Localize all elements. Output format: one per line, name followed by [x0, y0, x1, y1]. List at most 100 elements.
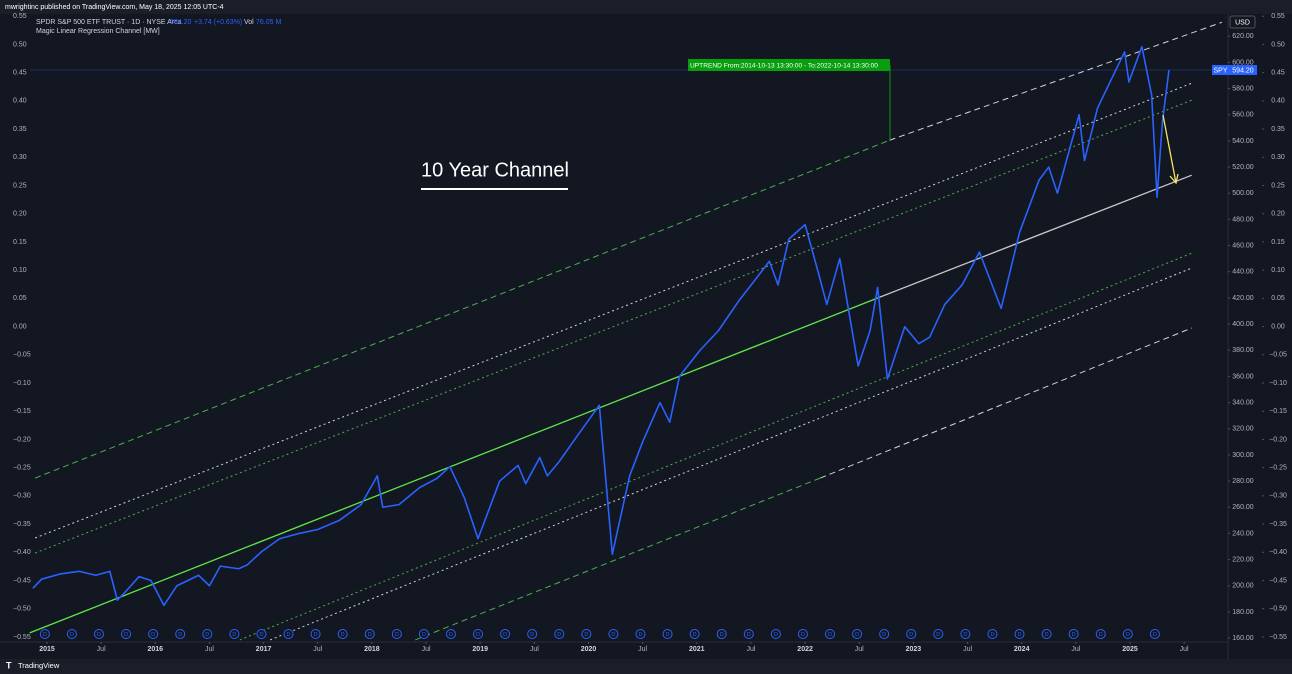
y2-tick-label-left: 0.15	[13, 239, 27, 246]
dividend-label: D	[449, 632, 453, 638]
x-tick-label: Jul	[963, 646, 972, 653]
uptrend-box	[688, 59, 890, 71]
y-tick-label: 220.00	[1232, 556, 1254, 563]
currency[interactable]: USD	[1235, 19, 1250, 26]
x-tick-label: 2025	[1122, 646, 1138, 653]
channel-line	[415, 477, 821, 641]
dividend-marker	[554, 629, 565, 639]
dividend-label: D	[1018, 632, 1022, 638]
y2-tick-label: −0.20	[1269, 436, 1287, 443]
dividend-label: D	[43, 632, 47, 638]
symbol-tag: SPY	[1213, 67, 1227, 74]
symbol: SPDR S&P 500 ETF TRUST · 1D · NYSE Arca	[36, 19, 182, 26]
channel-line	[29, 296, 881, 634]
y2-tick-label: 0.00	[1271, 323, 1285, 330]
dividend-marker	[202, 629, 213, 639]
y-tick-label: 380.00	[1232, 347, 1254, 354]
y-tick-label: 340.00	[1232, 399, 1254, 406]
y2-tick-label-left: 0.20	[13, 211, 27, 218]
x-tick-label: Jul	[205, 646, 214, 653]
dividend-label: D	[1099, 632, 1103, 638]
dividend-label: D	[341, 632, 345, 638]
dividend-label: D	[178, 632, 182, 638]
y-tick-label: 180.00	[1232, 609, 1254, 616]
dividend-label: D	[666, 632, 670, 638]
x-tick-label: Jul	[313, 646, 322, 653]
symbol-tag-box	[1212, 64, 1229, 75]
y2-tick-label: −0.50	[1269, 606, 1287, 613]
annotation-title: 10 Year Channel	[421, 159, 569, 181]
x-tick-label: 2019	[472, 646, 488, 653]
dividend-marker	[797, 629, 808, 639]
dividend-marker	[581, 629, 592, 639]
dividend-label: D	[882, 632, 886, 638]
price-tag-box	[1229, 64, 1257, 75]
x-tick-label: Jul	[1180, 646, 1189, 653]
y-tick-label: 320.00	[1232, 426, 1254, 433]
dividend-marker	[662, 629, 673, 639]
y-tick-label: 240.00	[1232, 530, 1254, 537]
y-tick-label: 360.00	[1232, 373, 1254, 380]
channel-line	[269, 267, 1192, 641]
y-tick-label: 260.00	[1232, 504, 1254, 511]
dividend-label: D	[503, 632, 507, 638]
dividend-marker	[770, 629, 781, 639]
y2-tick-label: 0.05	[1271, 295, 1285, 302]
indicator: Magic Linear Regression Channel [MW]	[36, 28, 160, 35]
dividend-label: D	[232, 632, 236, 638]
dividend-marker	[364, 629, 375, 639]
x-tick-label: 2015	[39, 646, 55, 653]
y2-tick-label: −0.15	[1269, 408, 1287, 415]
y2-tick-label-left: 0.45	[13, 70, 27, 77]
y2-tick-label-left: −0.50	[13, 606, 31, 613]
arrow-shaft	[1162, 114, 1177, 184]
y-tick-label: 480.00	[1232, 216, 1254, 223]
x-tick-label: Jul	[530, 646, 539, 653]
currency-box[interactable]	[1229, 15, 1256, 29]
x-tick-label: 2018	[364, 646, 380, 653]
dividend-marker	[310, 629, 321, 639]
x-tick-label: 2023	[906, 646, 922, 653]
plot	[29, 21, 1228, 641]
dividend-marker	[716, 629, 727, 639]
dividend-marker	[608, 629, 619, 639]
dividend-label: D	[909, 632, 913, 638]
dividend-marker	[635, 629, 646, 639]
dividend-marker	[1041, 629, 1052, 639]
y-tick-label: 540.00	[1232, 138, 1254, 145]
y2-tick-label-left: −0.40	[13, 549, 31, 556]
y2-tick-label: 0.35	[1271, 126, 1285, 133]
dividend-label: D	[1153, 632, 1157, 638]
y-tick-label: 280.00	[1232, 478, 1254, 485]
dividend-label: D	[801, 632, 805, 638]
x-tick-label: Jul	[97, 646, 106, 653]
price-line	[32, 45, 1170, 607]
dividend-label: D	[205, 632, 209, 638]
dividend-label: D	[395, 632, 399, 638]
dividend-label: D	[963, 632, 967, 638]
y2-tick-label-left: 0.25	[13, 182, 27, 189]
dividend-label: D	[287, 632, 291, 638]
x-tick-label: 2024	[1014, 646, 1030, 653]
logo-mark: T	[6, 660, 12, 670]
x-tick-label: Jul	[1071, 646, 1080, 653]
y2-tick-label-left: 0.05	[13, 295, 27, 302]
arrow	[1162, 114, 1179, 185]
dividend-label: D	[693, 632, 697, 638]
y2-tick-label-left: −0.20	[13, 436, 31, 443]
y2-tick-label-left: −0.10	[13, 380, 31, 387]
dividend-marker	[473, 629, 484, 639]
y2-tick-label-left: 0.10	[13, 267, 27, 274]
x-tick-label: Jul	[855, 646, 864, 653]
dividend-marker	[906, 629, 917, 639]
dividend-marker	[987, 629, 998, 639]
dividend-marker	[1014, 629, 1025, 639]
channel-line	[820, 327, 1192, 479]
dividend-label: D	[530, 632, 534, 638]
y2-tick-label-left: 0.40	[13, 98, 27, 105]
dividend-label: D	[314, 632, 318, 638]
footer: T TradingView	[6, 660, 60, 670]
dividend-marker	[1068, 629, 1079, 639]
